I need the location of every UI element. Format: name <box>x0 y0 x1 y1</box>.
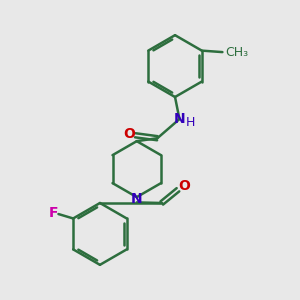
Text: O: O <box>178 179 190 193</box>
Text: H: H <box>186 116 195 129</box>
Text: O: O <box>123 127 135 141</box>
Text: N: N <box>174 112 185 126</box>
Text: N: N <box>131 192 142 206</box>
Text: F: F <box>48 206 58 220</box>
Text: CH₃: CH₃ <box>225 46 248 59</box>
